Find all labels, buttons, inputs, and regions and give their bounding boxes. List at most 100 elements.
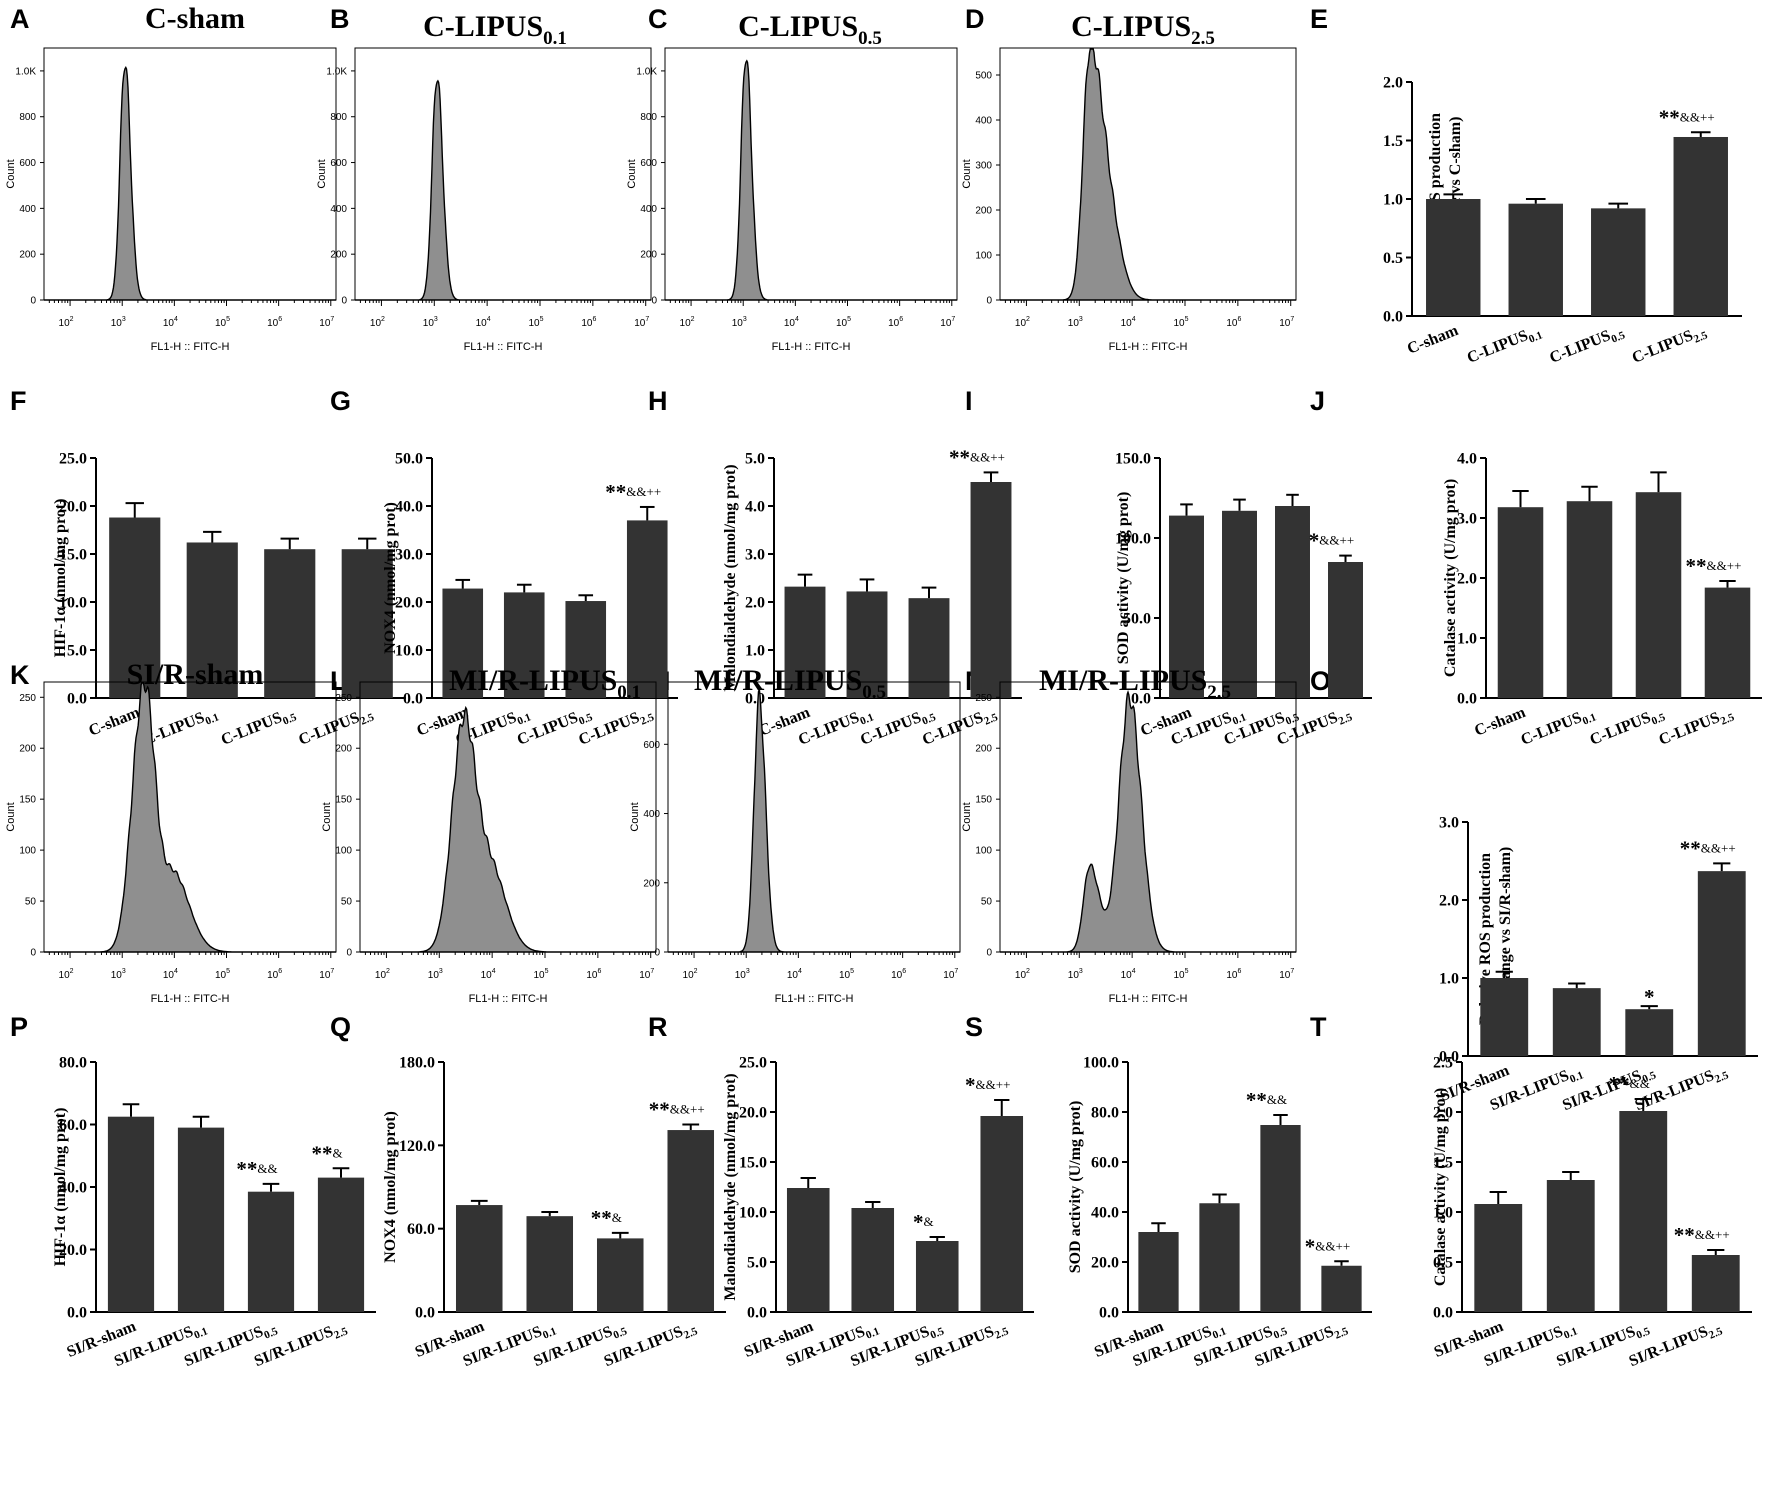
histogram-y-tick-label: 200 [335, 744, 352, 755]
bar-y-tick-label: 0.0 [1131, 691, 1151, 708]
bar-3 [1619, 1111, 1668, 1312]
bar-y-tick-label: 1.0 [1439, 971, 1459, 988]
tick-base: 10 [267, 970, 279, 981]
histogram-y-tick-label: 0 [986, 296, 992, 307]
histogram-x-tick-label: 104 [476, 316, 491, 329]
histogram-y-tick-label: 100 [975, 846, 992, 857]
tick-base: 10 [839, 970, 851, 981]
histogram-title: C-LIPUS0.1 [423, 10, 567, 49]
tick-exponent: 3 [122, 316, 126, 323]
tick-base: 10 [1068, 970, 1080, 981]
category-subscript: 0.5 [577, 711, 595, 727]
bar-y-tick-label: 10.0 [395, 643, 423, 660]
histogram-title: C-LIPUS2.5 [1071, 10, 1215, 49]
bar-2 [1199, 1203, 1240, 1312]
bar-y-tick-label: 40.0 [395, 499, 423, 516]
histogram-y-tick-label: 150 [335, 795, 352, 806]
histogram-x-tick-label: 105 [215, 968, 230, 981]
bar-1 [455, 1205, 503, 1312]
histogram-y-tick-label: 250 [19, 693, 36, 704]
bar-y-tick-label: 0.0 [1433, 1305, 1453, 1322]
histogram-x-tick-label: 107 [319, 316, 334, 329]
bar-1 [1474, 1204, 1523, 1312]
significance-mark: **& [591, 1206, 622, 1230]
histogram-title: C-sham [145, 2, 245, 35]
bar-y-axis-label: SOD activity (U/mg prot) [1115, 492, 1132, 665]
histogram-x-tick-label: 106 [891, 968, 906, 981]
bar-panel-j: 0.0 1.0 2.0 3.0 4.0 Catalase activity (U/mg p… [1442, 451, 1762, 749]
significance-symbols: & [612, 1210, 622, 1225]
tick-exponent: 3 [743, 316, 747, 323]
histogram-y-tick-label: 1.0K [636, 66, 657, 77]
tick-exponent: 6 [899, 316, 903, 323]
category-subscript: 0.5 [1272, 1325, 1290, 1341]
tick-exponent: 6 [1237, 316, 1241, 323]
category-text: C-LIPUS [1657, 709, 1723, 749]
bar-panel-p: 0.0 20.0 40.0 60.0 80.0 HIF-1α (nmol/mg prot)… [52, 1055, 376, 1370]
histogram-y-axis-label: Count [321, 802, 333, 831]
bar-y-tick-label: 0.5 [1433, 1255, 1453, 1272]
significance-mark: **& [311, 1141, 342, 1165]
bar-y-tick-label: 20.0 [59, 1242, 87, 1259]
significance-symbols: &&++ [970, 449, 1005, 464]
bar-y-axis-label: SOD activity (U/mg prot) [1067, 1101, 1084, 1274]
tick-exponent: 7 [954, 968, 958, 975]
bar-2 [1546, 1180, 1595, 1312]
category-subscript: 0.5 [929, 1325, 947, 1341]
significance-symbols: &&++ [1701, 840, 1736, 855]
tick-base: 10 [683, 970, 695, 981]
histogram-title-text: C-LIPUS [738, 10, 858, 43]
bar-y-tick-label: 2.0 [1433, 1105, 1453, 1122]
histogram-y-tick-label: 400 [975, 116, 992, 127]
category-subscript: 2.5 [639, 711, 657, 727]
significance-symbols: && [1630, 1076, 1650, 1091]
significance-mark: **&& [236, 1157, 277, 1181]
significance-stars: ** [1680, 836, 1701, 860]
significance-stars: ** [1686, 554, 1707, 578]
category-subscript: 0.1 [1231, 711, 1248, 727]
histogram-y-tick-label: 250 [975, 693, 992, 704]
bar-3 [1260, 1125, 1301, 1312]
panel-letter-b: B [330, 4, 350, 34]
category-subscript: 0.1 [1562, 1325, 1579, 1341]
bar-y-axis-label: Catalase activity (U/mg prot) [1442, 479, 1459, 677]
significance-mark: * [1644, 985, 1655, 1009]
bar-y-tick-label: 20.0 [395, 595, 423, 612]
tick-exponent: 2 [386, 968, 390, 975]
tick-base: 10 [215, 970, 227, 981]
histogram-x-tick-label: 102 [683, 968, 698, 981]
tick-exponent: 5 [850, 968, 854, 975]
tick-exponent: 5 [226, 968, 230, 975]
category-subscript: 2.5 [1707, 1325, 1725, 1341]
tick-exponent: 4 [487, 316, 491, 323]
bar-y-tick-label: 40.0 [59, 1180, 87, 1197]
histogram-y-axis-label: Count [626, 159, 638, 188]
panel-letter-p: P [10, 1012, 28, 1042]
bar-y-tick-label: 4.0 [745, 499, 765, 516]
tick-base: 10 [111, 318, 123, 329]
histogram-x-tick-label: 104 [787, 968, 802, 981]
bar-panel-f: 0.0 5.0 10.0 15.0 20.0 25.0 HIF-1α (nmol/mg pr… [52, 451, 406, 749]
panel-letter-r: R [648, 1012, 668, 1042]
bar-y-axis-label: Malondialdehyde (nmol/mg prot) [722, 464, 739, 691]
significance-symbols: &&++ [976, 1077, 1011, 1092]
bar-y-tick-label: 15.0 [59, 547, 87, 564]
bar-y-tick-label: 4.0 [1457, 451, 1477, 468]
histogram-y-tick-label: 200 [975, 206, 992, 217]
histogram-x-axis-label: FL1-H :: FITC-H [775, 993, 854, 1005]
tick-exponent: 6 [278, 968, 282, 975]
significance-symbols: && [1267, 1092, 1287, 1107]
significance-symbols: &&++ [1695, 1227, 1730, 1242]
significance-mark: *&&++ [1305, 1234, 1350, 1258]
tick-base: 10 [581, 318, 593, 329]
histogram-title-text: C-LIPUS [423, 10, 543, 43]
histogram-y-tick-label: 200 [19, 250, 36, 261]
tick-exponent: 7 [1290, 968, 1294, 975]
bar-category-label: C-LIPUS2.5 [1630, 322, 1710, 370]
histogram-title-text: C-LIPUS [1071, 10, 1191, 43]
tick-base: 10 [586, 970, 598, 981]
tick-base: 10 [163, 970, 175, 981]
